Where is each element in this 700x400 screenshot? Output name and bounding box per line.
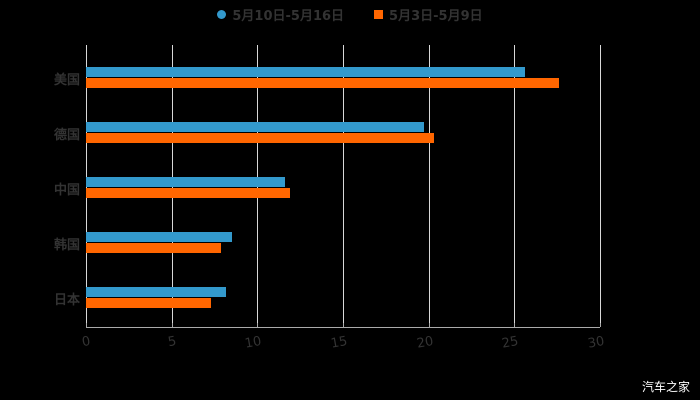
bar-series2[interactable] — [86, 298, 212, 308]
legend-label: 5月3日-5月9日 — [389, 8, 483, 24]
bar-series2[interactable] — [86, 133, 434, 143]
x-tick-label: 25 — [501, 334, 520, 352]
x-axis-line — [86, 327, 600, 328]
x-tick — [428, 323, 430, 327]
x-tick — [343, 323, 344, 327]
chart-legend: 5月10日-5月16日 5月3日-5月9日 — [0, 4, 700, 24]
x-tick-label: 15 — [329, 334, 349, 352]
x-tick — [86, 323, 87, 327]
bar-series2[interactable] — [86, 78, 559, 88]
x-tick-label: 20 — [415, 334, 435, 352]
x-tick — [171, 323, 173, 327]
legend-swatch-circle-icon — [217, 9, 227, 19]
x-tick-label: 10 — [244, 334, 263, 352]
x-tick — [257, 323, 259, 327]
x-tick-label: 5 — [166, 334, 178, 351]
watermark: 汽车之家 — [641, 380, 690, 394]
legend-swatch-square-icon — [374, 9, 384, 19]
legend-item-series1[interactable]: 5月10日-5月16日 — [217, 4, 344, 24]
bar-series1[interactable] — [86, 287, 227, 297]
x-tick-label: 0 — [80, 334, 92, 351]
gridline — [514, 45, 516, 326]
gridline — [600, 45, 601, 326]
gridline — [343, 45, 344, 326]
bar-series1[interactable] — [86, 122, 424, 132]
bar-series1[interactable] — [86, 232, 232, 242]
bar-series1[interactable] — [86, 67, 525, 77]
y-category-label: 德国 — [53, 128, 80, 143]
y-category-label: 韩国 — [53, 238, 80, 253]
legend-label: 5月10日-5月16日 — [232, 8, 345, 24]
bar-series2[interactable] — [86, 188, 290, 198]
x-tick — [514, 323, 516, 327]
bar-series1[interactable] — [86, 177, 285, 187]
bar-series2[interactable] — [86, 243, 222, 253]
y-category-label: 美国 — [53, 73, 80, 88]
x-tick — [600, 323, 601, 327]
y-category-label: 中国 — [53, 183, 80, 198]
x-tick-label: 30 — [586, 334, 606, 352]
plot-area — [86, 45, 601, 326]
gridline — [428, 45, 430, 326]
legend-item-series2[interactable]: 5月3日-5月9日 — [374, 4, 483, 24]
y-category-label: 日本 — [53, 293, 80, 308]
